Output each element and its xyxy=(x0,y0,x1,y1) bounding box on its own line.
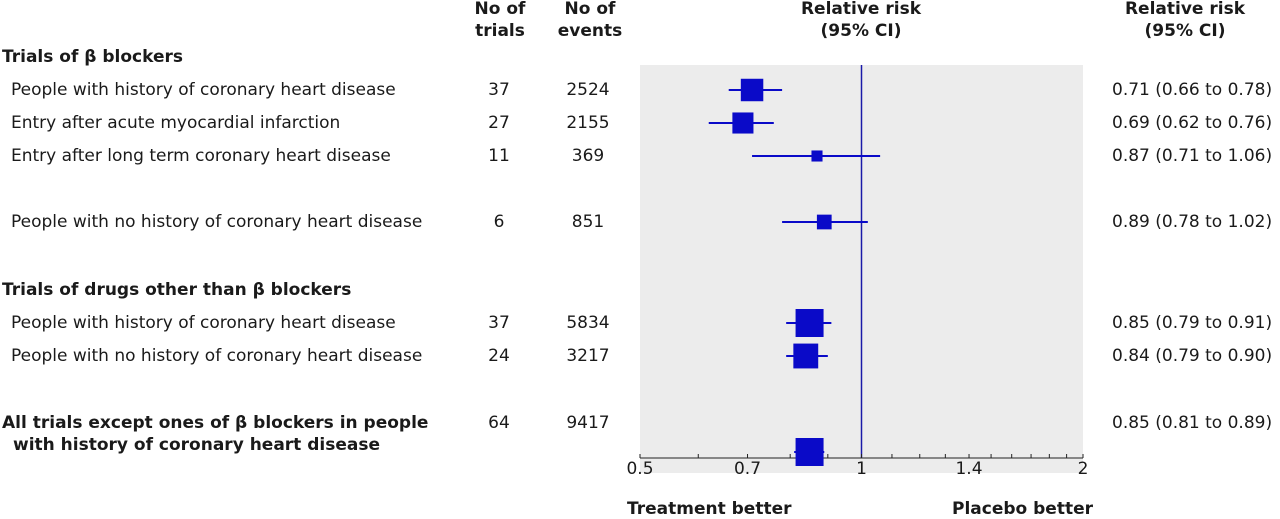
trials-count: 37 xyxy=(488,313,510,333)
row-label: People with no history of coronary heart… xyxy=(11,212,423,232)
ci-text: 0.69 (0.62 to 0.76) xyxy=(1112,113,1273,133)
x-axis-ticks xyxy=(639,454,1084,458)
header-rr-text-line1: Relative risk xyxy=(1124,0,1246,19)
header-trials: No of trials xyxy=(460,0,540,42)
events-count: 2155 xyxy=(566,113,610,133)
header-events-line1: No of xyxy=(564,0,616,19)
point-estimate-marker xyxy=(811,150,823,162)
header-trials-line2: trials xyxy=(475,21,525,41)
events-count: 9417 xyxy=(566,413,610,433)
ci-text: 0.85 (0.79 to 0.91) xyxy=(1112,313,1273,333)
forest-marks xyxy=(708,78,881,466)
header-rr-plot: Relative risk (95% CI) xyxy=(771,0,951,42)
ci-text: 0.85 (0.81 to 0.89) xyxy=(1112,413,1273,433)
row-label: Entry after long term coronary heart dis… xyxy=(11,146,391,166)
trials-count: 6 xyxy=(493,212,505,232)
x-tick-label: 2 xyxy=(1077,459,1089,479)
point-estimate-marker xyxy=(795,309,824,337)
point-estimate-marker xyxy=(740,78,764,102)
header-rr-plot-line2: (95% CI) xyxy=(820,21,902,41)
x-tick-label: 0.5 xyxy=(626,459,654,479)
row-label-all-trials-line2: with history of coronary heart disease xyxy=(13,435,380,455)
events-count: 5834 xyxy=(566,313,610,333)
header-rr-plot-line1: Relative risk xyxy=(800,0,922,19)
trials-count: 11 xyxy=(488,146,510,166)
point-estimate-marker xyxy=(816,214,832,230)
row-label: People with history of coronary heart di… xyxy=(11,80,396,100)
point-estimate-marker xyxy=(732,112,754,134)
ci-text: 0.84 (0.79 to 0.90) xyxy=(1112,346,1273,366)
ci-text: 0.87 (0.71 to 1.06) xyxy=(1112,146,1273,166)
section-title-beta-blockers: Trials of β blockers xyxy=(2,47,183,67)
point-estimate-marker xyxy=(793,343,819,369)
section-title-other-drugs: Trials of drugs other than β blockers xyxy=(2,280,352,300)
header-events-line2: events xyxy=(557,21,623,41)
row-label-all-trials: All trials except ones of β blockers in … xyxy=(2,413,429,433)
header-trials-line1: No of xyxy=(474,0,526,19)
point-estimate-marker xyxy=(795,438,824,466)
ci-text: 0.89 (0.78 to 1.02) xyxy=(1112,212,1273,232)
treatment-better-label: Treatment better xyxy=(627,499,792,519)
x-tick-label: 1.4 xyxy=(955,459,983,479)
events-count: 369 xyxy=(571,146,605,166)
trials-count: 37 xyxy=(488,80,510,100)
header-events: No of events xyxy=(545,0,635,42)
trials-count: 24 xyxy=(488,346,510,366)
row-label: People with no history of coronary heart… xyxy=(11,346,423,366)
events-count: 2524 xyxy=(566,80,610,100)
row-label: People with history of coronary heart di… xyxy=(11,313,396,333)
events-count: 851 xyxy=(571,212,605,232)
x-tick-label: 1 xyxy=(856,459,867,479)
placebo-better-label: Placebo better xyxy=(952,499,1093,519)
row-label: Entry after acute myocardial infarction xyxy=(11,113,341,133)
trials-count: 64 xyxy=(488,413,510,433)
trials-count: 27 xyxy=(488,113,510,133)
header-rr-text-line2: (95% CI) xyxy=(1144,21,1226,41)
header-rr-text: Relative risk (95% CI) xyxy=(1105,0,1265,42)
events-count: 3217 xyxy=(566,346,610,366)
x-tick-label: 0.7 xyxy=(733,459,762,479)
ci-text: 0.71 (0.66 to 0.78) xyxy=(1112,80,1273,100)
